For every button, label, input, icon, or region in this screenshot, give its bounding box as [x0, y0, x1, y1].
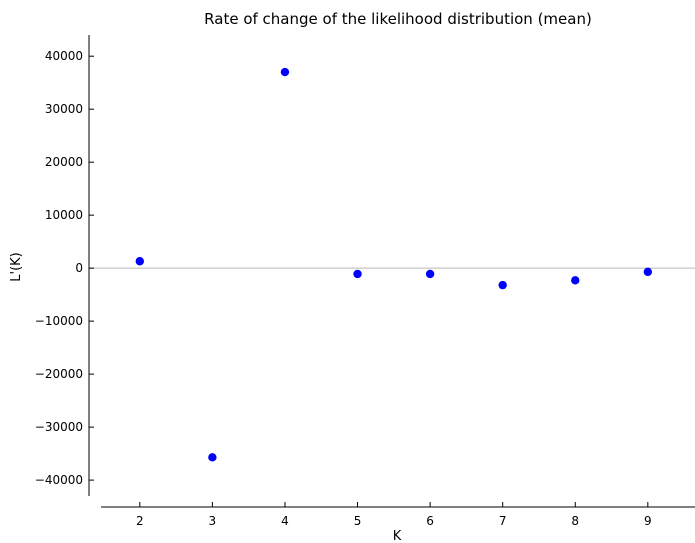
data-points — [135, 67, 653, 462]
chart-title: Rate of change of the likelihood distrib… — [204, 10, 592, 28]
data-point — [135, 257, 145, 266]
data-point — [643, 267, 653, 277]
x-axis-label: K — [393, 529, 402, 543]
x-tick-label: 2 — [136, 514, 144, 528]
y-tick-label: 30000 — [45, 102, 83, 116]
y-tick-label: −20000 — [35, 367, 83, 381]
y-tick-label: 20000 — [45, 155, 83, 169]
y-tick-label: 10000 — [45, 208, 83, 222]
data-point — [280, 67, 290, 77]
x-tick-label: 3 — [209, 514, 217, 528]
data-point — [208, 453, 217, 462]
x-tick-label: 9 — [644, 514, 652, 528]
y-tick-label: 40000 — [45, 49, 83, 63]
x-tick-label: 4 — [281, 514, 289, 528]
data-point — [353, 269, 362, 279]
y-axis-label: L'(K) — [9, 252, 24, 282]
x-axis: 2 3 4 5 6 7 8 9 — [101, 502, 695, 528]
x-tick-label: 6 — [426, 514, 434, 528]
x-tick-label: 7 — [499, 514, 507, 528]
x-tick-label: 8 — [571, 514, 579, 528]
y-tick-label: 0 — [75, 261, 83, 275]
y-tick-label: −10000 — [35, 314, 83, 328]
data-point — [571, 276, 580, 285]
data-point — [425, 269, 435, 279]
x-tick-label: 5 — [354, 514, 362, 528]
y-tick-label: −30000 — [35, 420, 83, 434]
data-point — [498, 280, 507, 290]
y-axis: 40000 30000 20000 10000 0 −10000 −20000 −30000 −… — [35, 35, 94, 496]
y-tick-label: −40000 — [35, 473, 83, 487]
